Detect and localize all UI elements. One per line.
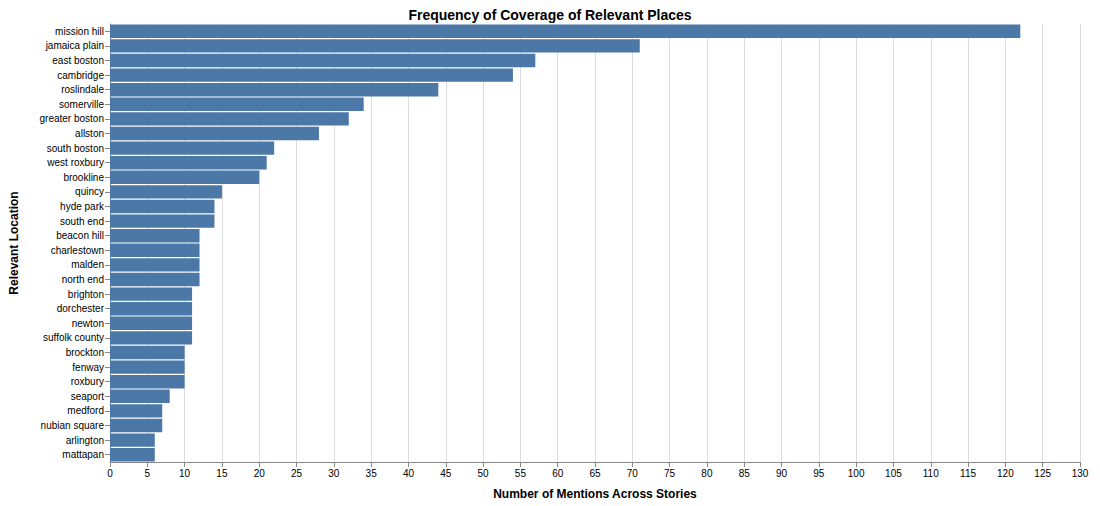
svg-text:60: 60 — [552, 468, 564, 479]
svg-text:south end: south end — [60, 216, 104, 227]
svg-text:90: 90 — [776, 468, 788, 479]
svg-text:mission hill: mission hill — [55, 26, 104, 37]
svg-text:south boston: south boston — [47, 143, 104, 154]
svg-text:jamaica plain: jamaica plain — [45, 40, 104, 51]
svg-text:fenway: fenway — [72, 362, 104, 373]
svg-text:Relevant Location: Relevant Location — [7, 191, 21, 294]
svg-text:10: 10 — [179, 468, 191, 479]
svg-text:quincy: quincy — [75, 186, 104, 197]
svg-text:35: 35 — [366, 468, 378, 479]
svg-text:east boston: east boston — [52, 55, 104, 66]
svg-text:Number of Mentions Across Stor: Number of Mentions Across Stories — [493, 487, 697, 501]
svg-text:100: 100 — [848, 468, 865, 479]
svg-text:allston: allston — [75, 128, 104, 139]
svg-text:70: 70 — [627, 468, 639, 479]
svg-text:west roxbury: west roxbury — [46, 157, 104, 168]
svg-text:newton: newton — [72, 318, 104, 329]
svg-text:65: 65 — [589, 468, 601, 479]
svg-text:80: 80 — [701, 468, 713, 479]
svg-text:Frequency of Coverage of Relev: Frequency of Coverage of Relevant Places — [408, 7, 691, 23]
svg-text:brighton: brighton — [68, 289, 104, 300]
svg-text:105: 105 — [885, 468, 902, 479]
svg-text:roslindale: roslindale — [61, 84, 104, 95]
svg-text:30: 30 — [328, 468, 340, 479]
svg-text:nubian square: nubian square — [41, 420, 105, 431]
svg-text:120: 120 — [997, 468, 1014, 479]
svg-text:15: 15 — [216, 468, 228, 479]
svg-text:suffolk county: suffolk county — [43, 332, 104, 343]
svg-text:75: 75 — [664, 468, 676, 479]
svg-text:0: 0 — [107, 468, 113, 479]
svg-text:dorchester: dorchester — [57, 303, 105, 314]
svg-text:50: 50 — [478, 468, 490, 479]
svg-text:115: 115 — [960, 468, 976, 479]
svg-text:55: 55 — [515, 468, 527, 479]
svg-text:north end: north end — [62, 274, 104, 285]
svg-text:greater boston: greater boston — [40, 113, 105, 124]
svg-text:malden: malden — [71, 259, 104, 270]
svg-text:brookline: brookline — [63, 172, 104, 183]
svg-text:20: 20 — [254, 468, 266, 479]
svg-text:45: 45 — [440, 468, 452, 479]
svg-text:hyde park: hyde park — [60, 201, 105, 212]
svg-text:110: 110 — [923, 468, 939, 479]
svg-text:beacon hill: beacon hill — [56, 230, 104, 241]
svg-text:roxbury: roxbury — [71, 376, 104, 387]
svg-text:85: 85 — [739, 468, 751, 479]
svg-text:mattapan: mattapan — [62, 449, 104, 460]
svg-text:95: 95 — [813, 468, 825, 479]
svg-text:5: 5 — [145, 468, 151, 479]
svg-text:130: 130 — [1072, 468, 1089, 479]
svg-text:brockton: brockton — [66, 347, 104, 358]
svg-text:arlington: arlington — [66, 435, 104, 446]
svg-text:cambridge: cambridge — [57, 70, 104, 81]
svg-text:seaport: seaport — [71, 391, 105, 402]
svg-text:charlestown: charlestown — [51, 245, 104, 256]
svg-text:somerville: somerville — [59, 99, 104, 110]
svg-text:25: 25 — [291, 468, 303, 479]
svg-text:40: 40 — [403, 468, 415, 479]
svg-text:medford: medford — [67, 405, 104, 416]
svg-text:125: 125 — [1034, 468, 1051, 479]
